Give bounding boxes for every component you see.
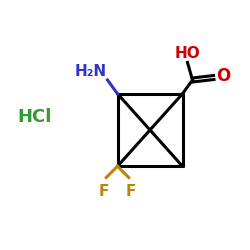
Text: F: F (98, 184, 109, 199)
Text: HCl: HCl (18, 108, 52, 126)
Text: O: O (216, 67, 230, 85)
Text: HO: HO (174, 46, 201, 61)
Text: F: F (126, 184, 136, 199)
Text: H₂N: H₂N (74, 64, 106, 79)
